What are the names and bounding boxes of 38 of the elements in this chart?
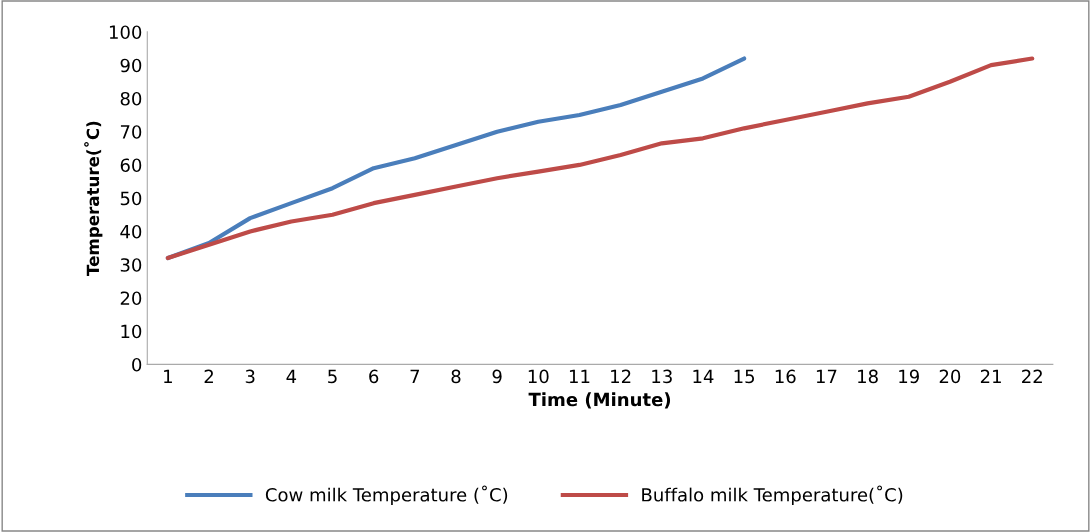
x-tick-label: 11 [569,369,590,383]
x-tick-label: 9 [492,369,502,384]
y-tick-label: 100 [109,25,142,40]
x-tick-label: 21 [980,369,1001,383]
y-tick-label: 40 [120,224,142,239]
y-tick-label: 70 [120,125,142,139]
x-tick-label: 18 [858,369,878,384]
x-axis-title: Time (Minute) [528,392,671,409]
x-tick-label: 15 [734,369,755,384]
y-tick-label: 90 [120,58,142,73]
y-tick-label: 0 [132,357,142,372]
y-tick-label: 60 [120,158,142,173]
x-tick-label: 17 [816,369,837,383]
x-tick-label: 20 [939,369,961,384]
y-axis-title: Temperature(˚C) [84,121,103,276]
x-tick-label: 10 [528,369,549,384]
x-tick-label: 6 [369,369,379,384]
x-tick-label: 1 [164,369,172,383]
legend-label: Buffalo milk Temperature(˚C) [642,485,903,506]
x-tick-label: 14 [693,369,714,383]
x-tick-label: 16 [775,369,796,384]
x-tick-label: 3 [245,369,255,384]
y-tick-label: 10 [121,324,142,339]
x-tick-label: 19 [899,369,919,384]
x-tick-label: 5 [328,369,337,384]
x-tick-label: 22 [1022,369,1042,383]
x-tick-label: 8 [451,369,461,384]
legend-label: Cow milk Temperature (˚C) [265,485,508,506]
y-tick-label: 80 [120,91,142,106]
x-tick-label: 13 [652,369,672,384]
x-tick-label: 12 [611,369,631,383]
x-tick-label: 2 [204,369,213,383]
y-tick-label: 30 [120,258,142,272]
line-series [165,56,1035,261]
y-tick-label: 50 [120,191,142,206]
x-tick-label: 7 [410,369,420,383]
y-tick-label: 20 [120,291,142,306]
x-tick-label: 4 [286,369,297,383]
